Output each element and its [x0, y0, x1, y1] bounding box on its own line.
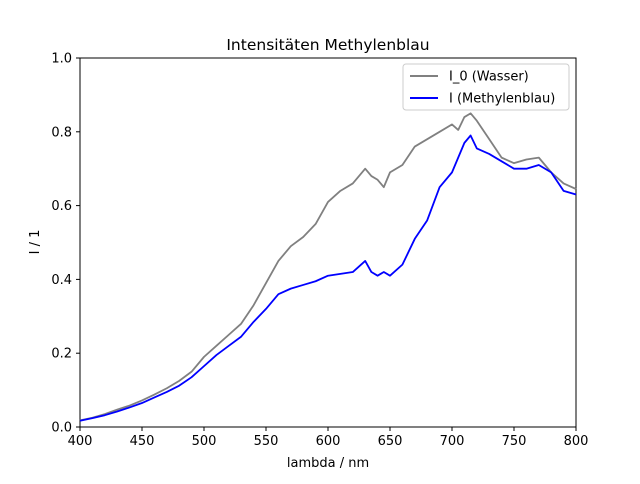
series-line-i-0-wasser: [79, 112, 577, 422]
x-tick-label: 500: [192, 434, 217, 449]
series-layer: [79, 112, 577, 422]
plot-frame: [79, 57, 577, 428]
chart-title: Intensitäten Methylenblau: [226, 36, 429, 54]
y-tick-label: 0.6: [51, 199, 72, 214]
x-axis-ticks: 400 450 500 550 600 650 700 750 800: [68, 427, 589, 449]
legend-label-i-methylenblau: I (Methylenblau): [449, 92, 555, 107]
y-tick-label: 0.0: [51, 421, 72, 436]
legend: I_0 (Wasser) I (Methylenblau): [402, 63, 570, 111]
y-axis-ticks: 0.0 0.2 0.4 0.6 0.8 1.0: [51, 52, 80, 436]
plot-area: [79, 57, 577, 428]
x-tick-label: 800: [564, 434, 589, 449]
y-tick-label: 0.8: [51, 125, 72, 140]
x-tick-label: 650: [378, 434, 403, 449]
x-tick-label: 700: [440, 434, 465, 449]
x-tick-label: 600: [316, 434, 341, 449]
legend-box: [402, 63, 570, 111]
x-tick-label: 550: [254, 434, 279, 449]
legend-label-i0-wasser: I_0 (Wasser): [449, 70, 529, 85]
x-axis-label: lambda / nm: [287, 456, 369, 471]
series-line-i-methylenblau: [79, 134, 577, 422]
x-tick-label: 400: [68, 434, 93, 449]
x-tick-label: 450: [130, 434, 155, 449]
y-tick-label: 0.4: [51, 273, 72, 288]
y-axis-label: I / 1: [28, 230, 43, 255]
y-tick-label: 0.2: [51, 347, 72, 362]
y-tick-label: 1.0: [51, 52, 72, 67]
x-tick-label: 750: [502, 434, 527, 449]
